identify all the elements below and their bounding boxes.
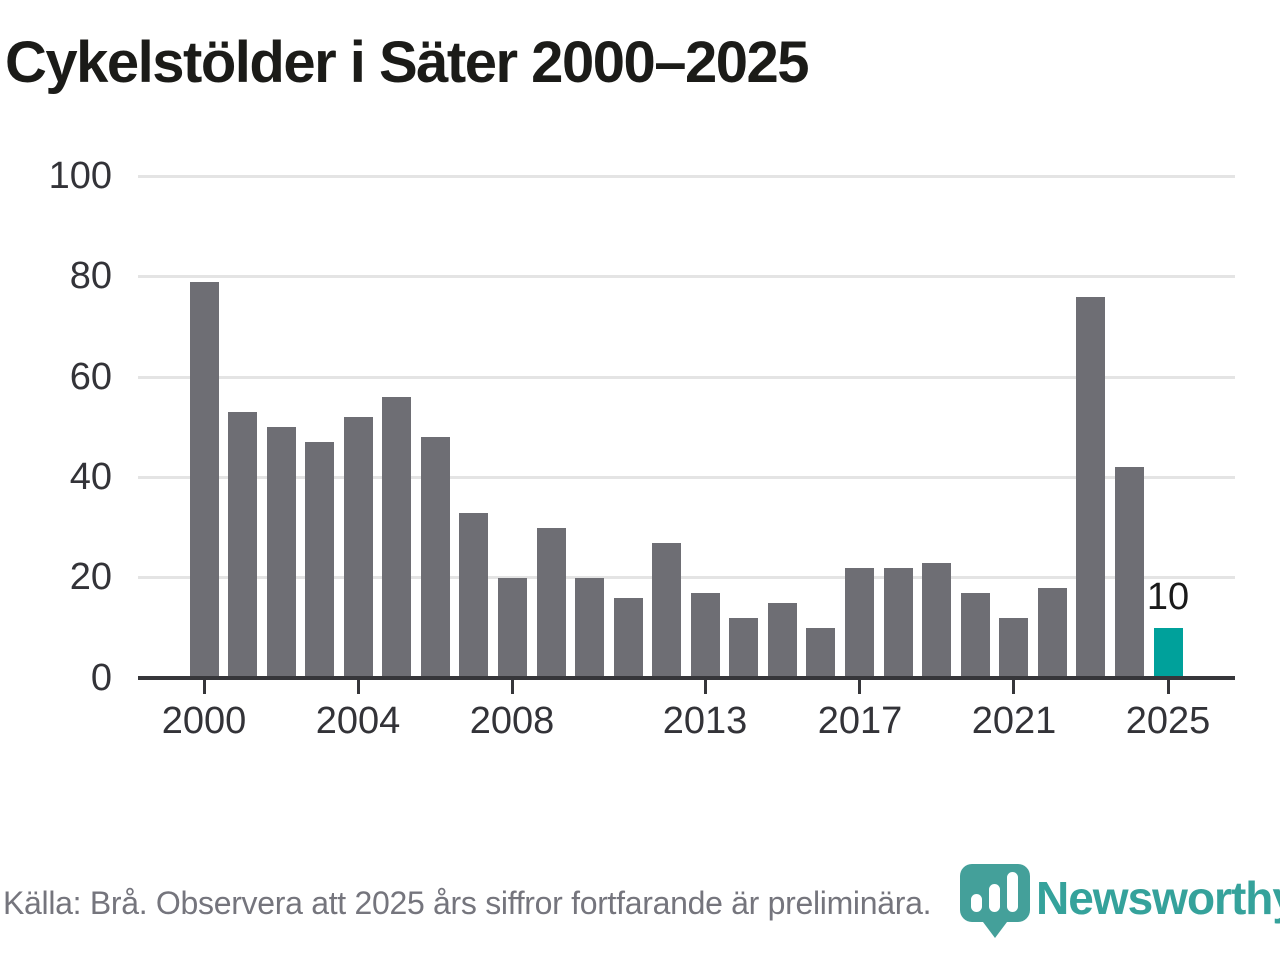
chart-title: Cykelstölder i Säter 2000–2025 xyxy=(5,30,810,95)
x-tick-label-2025: 2025 xyxy=(1125,700,1211,742)
x-axis-line xyxy=(138,676,1235,680)
x-tick-label-2017: 2017 xyxy=(817,700,903,742)
y-tick-label-40: 40 xyxy=(69,455,112,498)
x-tick-label-2000: 2000 xyxy=(161,700,247,742)
y-tick-label-60: 60 xyxy=(69,355,112,398)
bar-2001 xyxy=(228,412,257,678)
gridline-80 xyxy=(138,275,1235,278)
bar-2005 xyxy=(382,397,411,678)
bar-2003 xyxy=(305,442,334,678)
newsworthy-logo: Newsworthy xyxy=(958,862,1280,940)
gridline-20 xyxy=(138,576,1235,579)
gridline-100 xyxy=(138,175,1235,178)
newsworthy-wordmark: Newsworthy xyxy=(1036,872,1280,924)
bar-2004 xyxy=(344,417,373,678)
bar-2021 xyxy=(999,618,1028,678)
newsworthy-logo-icon xyxy=(960,864,1030,938)
x-tick-2004 xyxy=(357,680,360,694)
bar-2019 xyxy=(922,563,951,678)
bar-2015 xyxy=(768,603,797,678)
bar-2007 xyxy=(459,513,488,678)
bar-2022 xyxy=(1038,588,1067,678)
x-tick-label-2008: 2008 xyxy=(469,700,555,742)
bar-2017 xyxy=(845,568,874,678)
bar-2023 xyxy=(1076,297,1105,678)
x-tick-2025 xyxy=(1167,680,1170,694)
y-tick-label-80: 80 xyxy=(69,255,112,298)
highlight-value-label: 10 xyxy=(1146,576,1190,618)
gridline-60 xyxy=(138,376,1235,379)
bar-2024 xyxy=(1115,467,1144,678)
bar-2014 xyxy=(729,618,758,678)
bar-2025 xyxy=(1154,628,1183,678)
bar-2012 xyxy=(652,543,681,678)
bar-2016 xyxy=(806,628,835,678)
bar-2008 xyxy=(498,578,527,678)
x-tick-label-2004: 2004 xyxy=(315,700,401,742)
bar-2020 xyxy=(961,593,990,678)
y-tick-label-0: 0 xyxy=(90,656,112,699)
bar-2002 xyxy=(267,427,296,678)
x-tick-2021 xyxy=(1012,680,1015,694)
bar-2018 xyxy=(884,568,913,678)
bar-2010 xyxy=(575,578,604,678)
bar-2000 xyxy=(190,282,219,678)
source-note: Källa: Brå. Observera att 2025 års siffr… xyxy=(3,885,932,921)
bar-2006 xyxy=(421,437,450,678)
x-tick-label-2013: 2013 xyxy=(662,700,748,742)
bar-2013 xyxy=(691,593,720,678)
gridline-40 xyxy=(138,476,1235,479)
y-tick-label-20: 20 xyxy=(69,556,112,599)
x-tick-2008 xyxy=(511,680,514,694)
x-tick-2013 xyxy=(704,680,707,694)
x-tick-label-2021: 2021 xyxy=(971,700,1057,742)
bar-2011 xyxy=(614,598,643,678)
x-tick-2000 xyxy=(203,680,206,694)
bar-2009 xyxy=(537,528,566,678)
y-tick-label-100: 100 xyxy=(48,155,112,197)
x-tick-2017 xyxy=(858,680,861,694)
